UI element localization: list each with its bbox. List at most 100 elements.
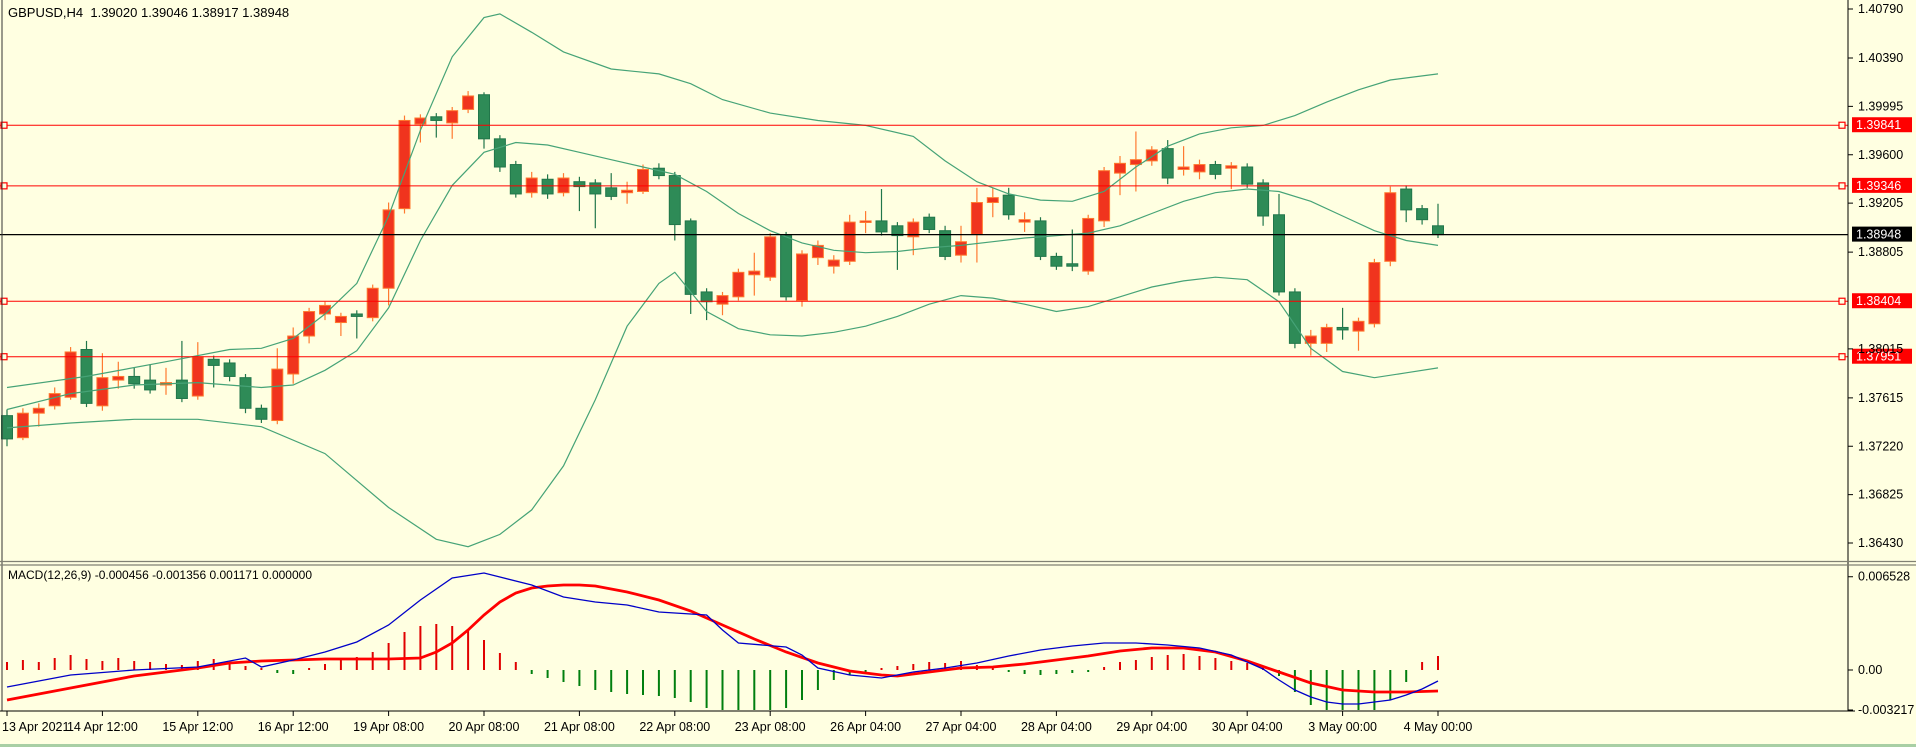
candle-bull bbox=[303, 311, 316, 337]
time-tick-label: 29 Apr 04:00 bbox=[1116, 720, 1187, 734]
macd-panel[interactable]: 0.006528 0.00 -0.003217 bbox=[6, 570, 1914, 717]
candle-bull bbox=[366, 287, 379, 319]
price-tick-label: 1.38015 bbox=[1858, 342, 1903, 356]
candle-bull bbox=[716, 295, 729, 305]
candle-bull bbox=[827, 259, 840, 267]
candle-bear bbox=[223, 362, 236, 377]
time-tick-label: 30 Apr 04:00 bbox=[1212, 720, 1283, 734]
macd-signal-line bbox=[6, 583, 1439, 702]
candle-bull bbox=[1082, 217, 1095, 272]
time-tick-label: 19 Apr 08:00 bbox=[353, 720, 424, 734]
macd-axis-label: 0.006528 bbox=[1858, 570, 1910, 584]
macd-indicator-header: MACD(12,26,9) -0.000456 -0.001356 0.0011… bbox=[8, 568, 313, 582]
macd-main-line bbox=[6, 572, 1439, 705]
bollinger-lower-band bbox=[6, 271, 1439, 548]
time-tick-label: 26 Apr 04:00 bbox=[830, 720, 901, 734]
candle-bear bbox=[891, 225, 904, 237]
price-levels[interactable]: 1.39841 1.39346 1.38404 1.37951 bbox=[0, 117, 1912, 364]
candle-bull bbox=[287, 335, 300, 375]
candle-bear bbox=[255, 407, 268, 420]
time-tick-label: 27 Apr 04:00 bbox=[926, 720, 997, 734]
candle-bear bbox=[350, 313, 363, 317]
candle-bear bbox=[430, 116, 443, 121]
candle-bear bbox=[509, 164, 522, 195]
candle-bull bbox=[271, 368, 284, 422]
candle-bear bbox=[684, 220, 697, 295]
price-tick-label: 1.39205 bbox=[1858, 196, 1903, 210]
candle-bear bbox=[1161, 148, 1174, 179]
candle-bull bbox=[859, 220, 872, 223]
candle-bull bbox=[955, 241, 967, 256]
candle-bull bbox=[414, 117, 427, 125]
candle-bear bbox=[780, 235, 793, 298]
candle-bear bbox=[541, 178, 554, 195]
level-price-label: 1.39841 bbox=[1856, 118, 1901, 132]
level-price-tag bbox=[1852, 293, 1912, 309]
price-tick-label: 1.39600 bbox=[1858, 148, 1903, 162]
bollinger-upper-band bbox=[6, 13, 1439, 389]
candle-bull bbox=[334, 315, 347, 324]
candle-bear bbox=[128, 375, 141, 385]
candle-bear bbox=[1050, 255, 1063, 267]
candle-bull bbox=[764, 236, 777, 278]
candle-bear bbox=[875, 220, 888, 233]
candle-bear bbox=[1432, 225, 1444, 236]
level-end-marker[interactable] bbox=[1838, 121, 1846, 129]
time-tick-label: 16 Apr 12:00 bbox=[258, 720, 329, 734]
candle-bull bbox=[462, 95, 475, 110]
level-end-marker[interactable] bbox=[1838, 353, 1846, 361]
level-end-marker[interactable] bbox=[1838, 182, 1846, 190]
time-tick-label: 22 Apr 08:00 bbox=[639, 720, 710, 734]
time-tick-label: 20 Apr 08:00 bbox=[449, 720, 520, 734]
level-end-marker[interactable] bbox=[0, 297, 8, 305]
candle-bull bbox=[1098, 170, 1111, 222]
macd-axis-label: 0.00 bbox=[1858, 663, 1882, 677]
time-tick-label: 14 Apr 12:00 bbox=[67, 720, 138, 734]
candle-bull bbox=[1177, 166, 1190, 170]
candle-bear bbox=[1209, 164, 1222, 175]
current-price: 1.38948 bbox=[0, 226, 1912, 242]
candle-bear bbox=[175, 379, 188, 399]
candle-bull bbox=[1145, 149, 1158, 162]
price-axis[interactable]: 1.40790 1.40390 1.39995 1.39600 1.39205 1.388… bbox=[1, 0, 1903, 711]
price-tick-label: 1.40790 bbox=[1858, 2, 1903, 16]
candle-bear bbox=[589, 182, 602, 195]
candle-bull bbox=[907, 221, 920, 238]
candle-bull bbox=[446, 110, 459, 124]
candle-bear bbox=[668, 175, 681, 226]
candle-bull bbox=[970, 202, 983, 235]
current-price-label: 1.38948 bbox=[1856, 228, 1901, 242]
level-end-marker[interactable] bbox=[0, 353, 8, 361]
candle-bull bbox=[986, 197, 999, 204]
price-tick-label: 1.36430 bbox=[1858, 536, 1903, 550]
candle-bull bbox=[398, 119, 411, 210]
candle-bull bbox=[16, 412, 29, 439]
time-tick-label: 4 May 00:00 bbox=[1404, 720, 1473, 734]
time-tick-label: 21 Apr 08:00 bbox=[544, 720, 615, 734]
level-end-marker[interactable] bbox=[1838, 297, 1846, 305]
candle-bear bbox=[573, 181, 586, 188]
bollinger-bands bbox=[6, 13, 1439, 548]
current-price-tag bbox=[1852, 226, 1912, 242]
price-tick-label: 1.38805 bbox=[1858, 245, 1903, 259]
candle-bull bbox=[637, 168, 649, 192]
candle-bear bbox=[1288, 291, 1301, 344]
candle-bear bbox=[1066, 263, 1079, 267]
panel-separator[interactable] bbox=[0, 560, 1916, 566]
level-end-marker[interactable] bbox=[0, 182, 8, 190]
candle-bear bbox=[493, 138, 506, 168]
candle-bull bbox=[64, 351, 77, 398]
candle-bear bbox=[923, 216, 936, 230]
time-tick-label: 23 Apr 08:00 bbox=[735, 720, 806, 734]
candle-bull bbox=[811, 244, 824, 259]
candle-bear bbox=[1257, 182, 1270, 217]
candles[interactable] bbox=[1, 91, 1444, 447]
candle-bull bbox=[1114, 162, 1126, 174]
candle-bear bbox=[207, 358, 220, 366]
candle-bear bbox=[1034, 220, 1047, 257]
level-end-marker[interactable] bbox=[0, 121, 8, 129]
window-bottom-strip bbox=[0, 744, 1916, 747]
candle-bull bbox=[112, 375, 125, 381]
